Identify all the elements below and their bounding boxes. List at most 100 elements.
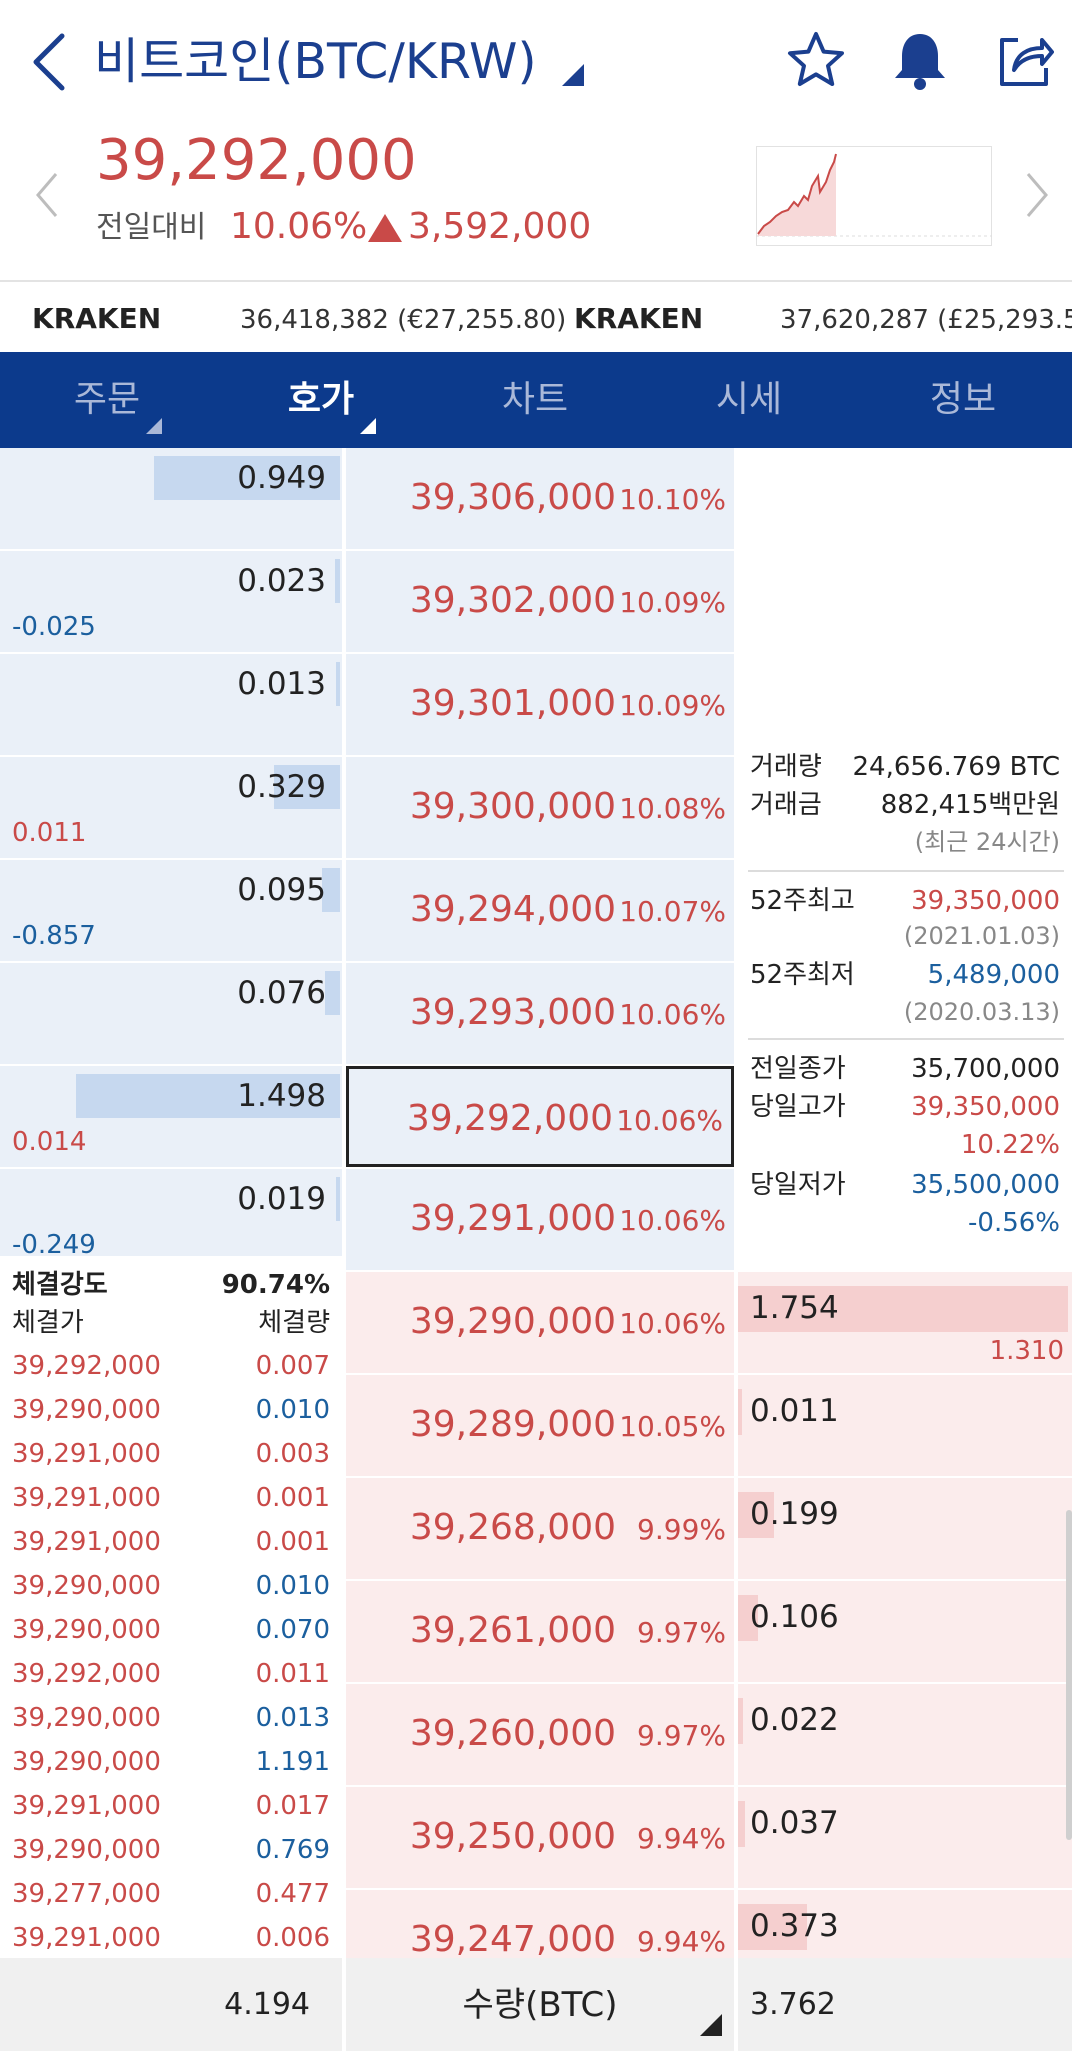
info-rate: -0.56% — [968, 1208, 1060, 1238]
strength-value: 90.74% — [221, 1270, 330, 1300]
dropdown-caret-icon[interactable] — [562, 64, 584, 86]
info-value: 5,489,000 — [927, 960, 1060, 990]
bid-row[interactable]: 0.106 — [738, 1581, 1072, 1682]
trade-qty: 0.011 — [255, 1659, 330, 1689]
strength-label: 체결강도 — [12, 1270, 108, 1300]
ask-row[interactable]: 0.013 — [0, 654, 342, 755]
bid-price-row[interactable]: 39,250,000 9.94% — [346, 1787, 734, 1888]
ask-qty: 0.019 — [237, 1181, 326, 1217]
bid-row[interactable]: 0.022 — [738, 1684, 1072, 1785]
bell-icon[interactable] — [890, 30, 950, 92]
tab-bar: 주문 호가 차트 시세 정보 — [0, 352, 1072, 448]
chevron-right-icon[interactable] — [1022, 170, 1052, 220]
trade-row: 39,290,000 0.769 — [12, 1828, 330, 1872]
ask-volume-bar — [335, 559, 340, 603]
share-icon[interactable] — [994, 30, 1054, 90]
ask-row[interactable]: 0.095 -0.857 — [0, 860, 342, 961]
page-title[interactable]: 비트코인(BTC/KRW) — [94, 33, 537, 90]
bid-rate: 9.94% — [637, 1822, 726, 1855]
trade-row: 39,292,000 0.011 — [12, 1652, 330, 1696]
bid-price-row[interactable]: 39,289,000 10.05% — [346, 1375, 734, 1476]
tab-orderbook[interactable]: 호가 — [287, 379, 355, 420]
recent-trades[interactable]: 체결강도 90.74% 체결가 체결량 39,292,000 0.007 39,29… — [0, 1256, 342, 1958]
header: 비트코인(BTC/KRW) 39,292,000 전일대비 10.06% 3,5… — [0, 0, 1072, 282]
info-value: 35,700,000 — [911, 1054, 1060, 1084]
ask-qty-change: -0.857 — [12, 921, 96, 951]
trade-row: 39,290,000 0.013 — [12, 1696, 330, 1740]
trade-price-header: 체결가 — [12, 1308, 84, 1338]
bid-volume-bar — [738, 1286, 1068, 1332]
bid-price-row[interactable]: 39,260,000 9.97% — [346, 1684, 734, 1785]
ask-rate: 10.09% — [619, 689, 726, 722]
ask-price-row[interactable]: 39,291,000 10.06% — [346, 1169, 734, 1270]
bid-row[interactable]: 0.037 — [738, 1787, 1072, 1888]
ask-rate: 10.06% — [616, 1104, 723, 1137]
bid-row[interactable]: 0.011 — [738, 1375, 1072, 1476]
info-label: 거래금 — [750, 790, 822, 820]
ask-price: 39,291,000 — [409, 1198, 616, 1239]
ask-qty: 0.329 — [237, 769, 326, 805]
trade-price: 39,277,000 — [12, 1879, 161, 1909]
unit-selector[interactable]: 수량(BTC) — [462, 1985, 618, 2025]
bid-qty: 1.754 — [750, 1290, 839, 1326]
sparkline-chart[interactable] — [756, 146, 992, 246]
dropdown-caret-icon[interactable] — [700, 2014, 722, 2036]
ask-price-row[interactable]: 39,300,000 10.08% — [346, 757, 734, 858]
orderbook: 0.949 0.023 -0.025 0.013 0.329 0.011 0.095 -0.8… — [0, 448, 1072, 1991]
ask-row[interactable]: 0.076 — [0, 963, 342, 1064]
bid-volume-bar — [738, 1595, 758, 1641]
chevron-left-icon[interactable] — [32, 170, 62, 220]
trade-price: 39,290,000 — [12, 1615, 161, 1645]
trade-row: 39,291,000 0.017 — [12, 1784, 330, 1828]
info-day-low: 당일저가 35,500,000 — [750, 1166, 1060, 1204]
change-amount: 3,592,000 — [408, 206, 592, 247]
trade-price: 39,292,000 — [12, 1659, 161, 1689]
ask-rate: 10.08% — [619, 792, 726, 825]
tab-order[interactable]: 주문 — [73, 379, 141, 420]
bid-row[interactable]: 0.199 — [738, 1478, 1072, 1579]
bid-price: 39,247,000 — [409, 1919, 616, 1960]
ask-price-row[interactable]: 39,293,000 10.06% — [346, 963, 734, 1064]
ask-qty-change: 0.014 — [12, 1127, 87, 1157]
current-price-row[interactable]: 39,292,000 10.06% — [346, 1066, 734, 1167]
star-icon[interactable] — [786, 30, 846, 90]
bid-price-row[interactable]: 39,268,000 9.99% — [346, 1478, 734, 1579]
bid-price: 39,268,000 — [409, 1507, 616, 1548]
info-day-low-rate: -0.56% — [750, 1204, 1060, 1242]
ask-qty-change: 0.011 — [12, 818, 87, 848]
bid-rate: 9.99% — [637, 1513, 726, 1546]
ask-price-row[interactable]: 39,294,000 10.07% — [346, 860, 734, 961]
bid-price-row[interactable]: 39,290,000 10.06% — [346, 1272, 734, 1373]
ask-row[interactable]: 0.019 -0.249 — [0, 1169, 342, 1270]
info-value: 39,350,000 — [911, 886, 1060, 916]
scrollbar[interactable] — [1066, 1510, 1072, 1840]
tab-caret-icon — [146, 418, 162, 434]
ask-price-row[interactable]: 39,301,000 10.09% — [346, 654, 734, 755]
info-note: (최근 24시간) — [914, 828, 1060, 856]
ask-price: 39,301,000 — [409, 683, 616, 724]
tab-quote[interactable]: 시세 — [715, 379, 783, 420]
change-rate: 10.06% — [230, 206, 368, 247]
bid-row[interactable]: 1.754 1.310 — [738, 1272, 1072, 1373]
trade-row: 39,291,000 0.001 — [12, 1520, 330, 1564]
trade-row: 39,291,000 0.003 — [12, 1432, 330, 1476]
tab-chart[interactable]: 차트 — [501, 379, 569, 420]
ask-row[interactable]: 1.498 0.014 — [0, 1066, 342, 1167]
column-separator — [342, 448, 346, 1958]
ask-price: 39,294,000 — [409, 889, 616, 930]
ask-price-row[interactable]: 39,306,000 10.10% — [346, 448, 734, 549]
ask-price-row[interactable]: 39,302,000 10.09% — [346, 551, 734, 652]
ask-qty: 0.949 — [237, 460, 326, 496]
ask-row[interactable]: 0.329 0.011 — [0, 757, 342, 858]
ask-row[interactable]: 0.949 — [0, 448, 342, 549]
bid-price-row[interactable]: 39,261,000 9.97% — [346, 1581, 734, 1682]
ask-rate: 10.06% — [619, 1204, 726, 1237]
trade-row: 39,290,000 0.010 — [12, 1388, 330, 1432]
trade-qty: 0.769 — [255, 1835, 330, 1865]
trade-qty: 0.003 — [255, 1439, 330, 1469]
tab-info[interactable]: 정보 — [929, 379, 997, 420]
bid-rate: 10.06% — [619, 1307, 726, 1340]
ask-row[interactable]: 0.023 -0.025 — [0, 551, 342, 652]
back-chevron-icon[interactable] — [28, 30, 72, 94]
trade-row: 39,291,000 0.001 — [12, 1476, 330, 1520]
